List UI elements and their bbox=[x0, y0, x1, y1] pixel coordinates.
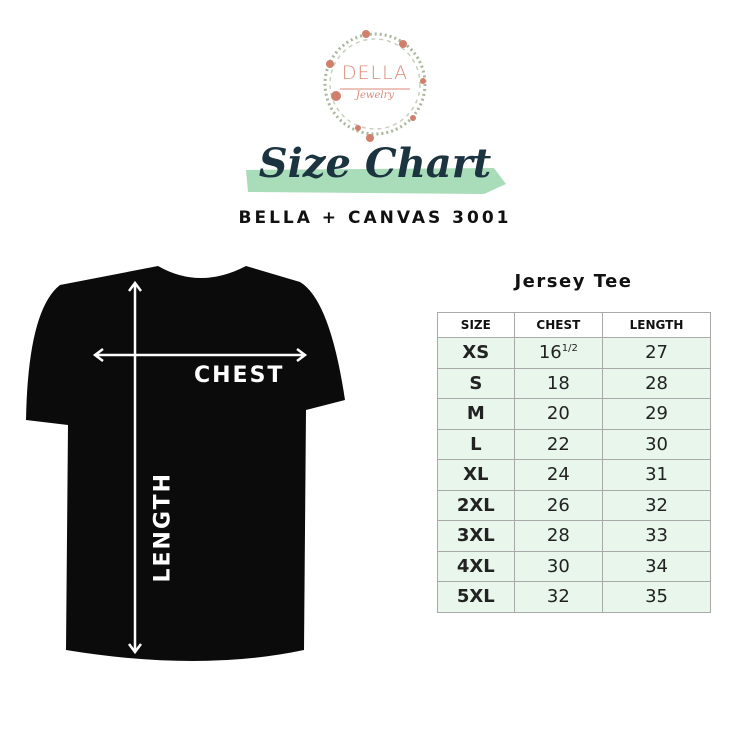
length-cell: 34 bbox=[602, 550, 711, 582]
table-row: XS 161/2 27 bbox=[437, 337, 711, 369]
length-cell-value: 29 bbox=[645, 403, 668, 425]
product-subtitle: BELLA + CANVAS 3001 bbox=[238, 208, 512, 228]
length-cell-value: 31 bbox=[645, 464, 668, 486]
length-cell-value: 27 bbox=[645, 342, 668, 364]
size-cell-value: 2XL bbox=[456, 494, 495, 516]
chest-cell-value: 30 bbox=[546, 555, 570, 577]
length-cell-value: 33 bbox=[645, 525, 668, 547]
chest-cell-value: 22 bbox=[546, 433, 570, 455]
chest-label: CHEST bbox=[194, 363, 285, 388]
table-row: L 22 30 bbox=[437, 428, 711, 460]
chest-cell-value: 32 bbox=[546, 586, 570, 608]
size-cell-value: M bbox=[466, 403, 485, 425]
length-cell: 31 bbox=[602, 459, 711, 491]
size-table: SIZE CHEST LENGTH XS 161/2 27 S 18 28 M 20 29 L 22… bbox=[437, 312, 711, 613]
length-cell-value: 34 bbox=[645, 555, 668, 577]
length-cell: 33 bbox=[602, 520, 711, 552]
chest-cell-value: 24 bbox=[546, 464, 570, 486]
length-cell-value: 32 bbox=[645, 494, 668, 516]
table-row: M 20 29 bbox=[437, 398, 711, 430]
chest-cell-value: 18 bbox=[546, 372, 570, 394]
size-cell: 2XL bbox=[437, 489, 515, 521]
table-row: 4XL 30 34 bbox=[437, 550, 711, 582]
page-title: Size Chart bbox=[258, 140, 492, 187]
chest-cell: 26 bbox=[513, 489, 604, 521]
size-cell-value: 3XL bbox=[456, 525, 495, 547]
chest-cell: 32 bbox=[513, 581, 604, 613]
table-row: XL 24 31 bbox=[437, 459, 711, 491]
chest-cell-value: 16 bbox=[538, 342, 562, 364]
chest-fraction: 1/2 bbox=[561, 343, 578, 355]
column-header-length: LENGTH bbox=[602, 312, 711, 338]
floral-wreath-logo bbox=[323, 30, 427, 142]
length-cell: 35 bbox=[602, 581, 711, 613]
chest-cell: 28 bbox=[513, 520, 604, 552]
size-cell: XL bbox=[437, 459, 515, 491]
size-cell: 3XL bbox=[437, 520, 515, 552]
size-cell: M bbox=[437, 398, 515, 430]
length-cell: 30 bbox=[602, 428, 711, 460]
length-cell-value: 30 bbox=[645, 433, 668, 455]
table-row: 2XL 26 32 bbox=[437, 489, 711, 521]
size-cell-value: L bbox=[470, 433, 482, 455]
table-row: S 18 28 bbox=[437, 367, 711, 399]
t-shirt-shape bbox=[26, 266, 345, 661]
chest-cell-value: 28 bbox=[546, 525, 570, 547]
size-cell: XS bbox=[437, 337, 515, 369]
size-cell-value: XL bbox=[463, 464, 489, 486]
length-arrow bbox=[128, 280, 142, 655]
length-label: LENGTH bbox=[150, 471, 176, 583]
length-cell-value: 28 bbox=[645, 372, 668, 394]
length-cell: 29 bbox=[602, 398, 711, 430]
size-cell: 4XL bbox=[437, 550, 515, 582]
size-cell: L bbox=[437, 428, 515, 460]
length-cell-value: 35 bbox=[645, 586, 668, 608]
size-cell-value: 4XL bbox=[456, 555, 495, 577]
table-header-row: SIZE CHEST LENGTH bbox=[437, 312, 711, 338]
chest-cell: 24 bbox=[513, 459, 604, 491]
brush-stroke-decoration bbox=[246, 168, 506, 194]
chest-arrow bbox=[92, 348, 308, 362]
chest-cell-value: 20 bbox=[546, 403, 570, 425]
chest-cell: 18 bbox=[513, 367, 604, 399]
chest-cell: 20 bbox=[513, 398, 604, 430]
logo-brand-name: DELLA bbox=[341, 62, 409, 84]
table-row: 3XL 28 33 bbox=[437, 520, 711, 552]
column-header-chest: CHEST bbox=[513, 312, 604, 338]
size-cell-value: 5XL bbox=[456, 586, 495, 608]
length-cell: 32 bbox=[602, 489, 711, 521]
chest-cell: 30 bbox=[513, 550, 604, 582]
length-cell: 27 bbox=[602, 337, 711, 369]
chest-cell-value: 26 bbox=[546, 494, 570, 516]
table-row: 5XL 32 35 bbox=[437, 581, 711, 613]
column-header-size: SIZE bbox=[437, 312, 515, 338]
table-title: Jersey Tee bbox=[514, 271, 633, 292]
chest-cell: 161/2 bbox=[513, 337, 604, 369]
size-cell-value: XS bbox=[462, 342, 490, 364]
size-cell-value: S bbox=[469, 372, 483, 394]
length-cell: 28 bbox=[602, 367, 711, 399]
size-cell: S bbox=[437, 367, 515, 399]
size-cell: 5XL bbox=[437, 581, 515, 613]
chest-cell: 22 bbox=[513, 428, 604, 460]
logo-tagline: Jewelry bbox=[355, 90, 395, 101]
